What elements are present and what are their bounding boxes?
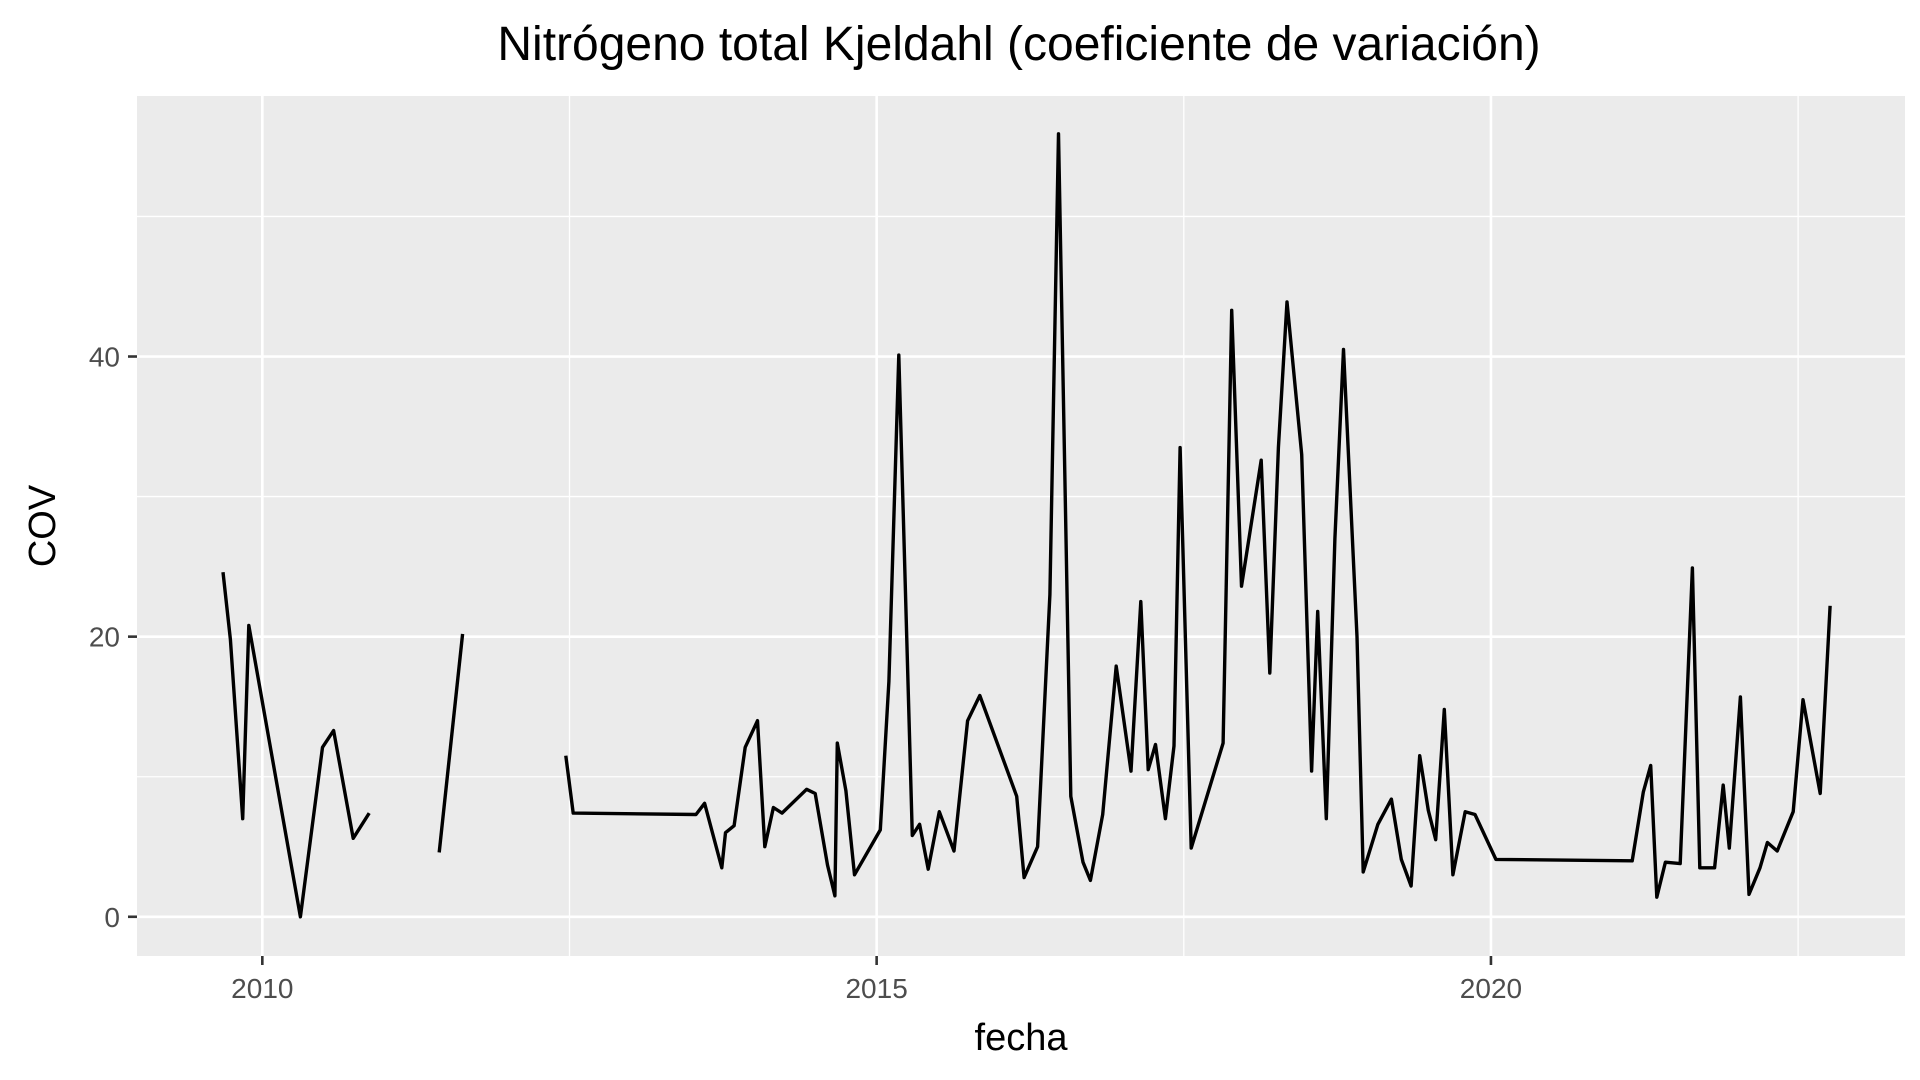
series-layer [221, 132, 1832, 919]
series-line-segment [221, 572, 371, 919]
y-tick-label: 20 [89, 622, 120, 653]
y-tick-label: 40 [89, 342, 120, 373]
plot-panel [137, 96, 1905, 956]
x-axis: 2010 2015 2020 [231, 956, 1522, 1004]
chart-title: Nitrógeno total Kjeldahl (coeficiente de… [497, 18, 1540, 71]
x-axis-title: fecha [975, 1017, 1069, 1059]
y-tick-label: 0 [104, 902, 120, 933]
series-line-segment [564, 132, 1832, 899]
major-gridlines [137, 96, 1905, 956]
y-axis-title: COV [22, 484, 64, 567]
x-tick-label: 2020 [1460, 973, 1522, 1004]
minor-gridlines [137, 96, 1905, 956]
x-tick-label: 2010 [231, 973, 293, 1004]
y-axis: 0 20 40 [89, 342, 137, 933]
series-line-segment [437, 633, 465, 853]
x-tick-label: 2015 [845, 973, 907, 1004]
